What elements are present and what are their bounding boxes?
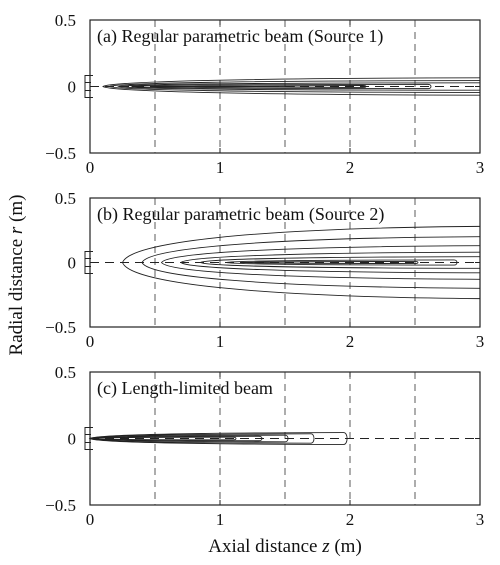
contour-line [116, 82, 481, 91]
panel-title: (c) Length-limited beam [97, 378, 273, 399]
x-tick-label: 3 [476, 510, 485, 529]
x-axis-title-variable: z [321, 536, 330, 557]
x-tick-label: 1 [216, 510, 225, 529]
x-axis-title-prefix: Axial distance [208, 536, 322, 557]
chart-panels: (a) Regular parametric beam (Source 1) −0… [45, 11, 484, 529]
source-bracket [84, 427, 93, 450]
y-axis-title-unit: (m) [6, 195, 27, 227]
panel-title: (b) Regular parametric beam (Source 2) [97, 204, 384, 225]
y-tick-label: 0.5 [55, 11, 76, 30]
contour-line [224, 259, 458, 266]
chart-panel: (a) Regular parametric beam (Source 1) −0… [45, 11, 484, 177]
x-tick-label: 0 [86, 332, 95, 351]
chart-panel: (b) Regular parametric beam (Source 2) −0… [45, 189, 484, 351]
contour-line [131, 83, 432, 90]
y-tick-label: −0.5 [45, 318, 76, 337]
x-axis-title-unit: (m) [330, 536, 362, 557]
x-tick-label: 0 [86, 510, 95, 529]
y-tick-label: 0 [68, 78, 77, 97]
x-tick-label: 1 [216, 332, 225, 351]
chart-panel: (c) Length-limited beam −0.5 0 0.5 0 1 2 3 [45, 363, 484, 529]
x-tick-label: 3 [476, 332, 485, 351]
contour-line [89, 436, 237, 441]
source-bracket [84, 75, 93, 98]
y-axis-title: Radial distance r (m) [6, 195, 27, 356]
x-tick-label: 1 [216, 158, 225, 177]
y-tick-label: 0 [68, 254, 77, 273]
y-axis-title-variable: r [6, 226, 27, 234]
source-bracket [84, 251, 93, 274]
x-tick-label: 2 [346, 510, 355, 529]
y-tick-label: 0.5 [55, 363, 76, 382]
x-tick-label: 3 [476, 158, 485, 177]
y-tick-label: 0 [68, 430, 77, 449]
x-tick-label: 2 [346, 158, 355, 177]
contour-line [160, 245, 481, 280]
y-axis-title-prefix: Radial distance [6, 234, 27, 355]
y-tick-label: −0.5 [45, 144, 76, 163]
contour-line [102, 77, 481, 96]
panel-title: (a) Regular parametric beam (Source 1) [97, 26, 383, 47]
x-tick-label: 0 [86, 158, 95, 177]
y-tick-label: −0.5 [45, 496, 76, 515]
y-tick-label: 0.5 [55, 189, 76, 208]
x-tick-label: 2 [346, 332, 355, 351]
x-axis-title: Axial distance z (m) [208, 536, 362, 557]
